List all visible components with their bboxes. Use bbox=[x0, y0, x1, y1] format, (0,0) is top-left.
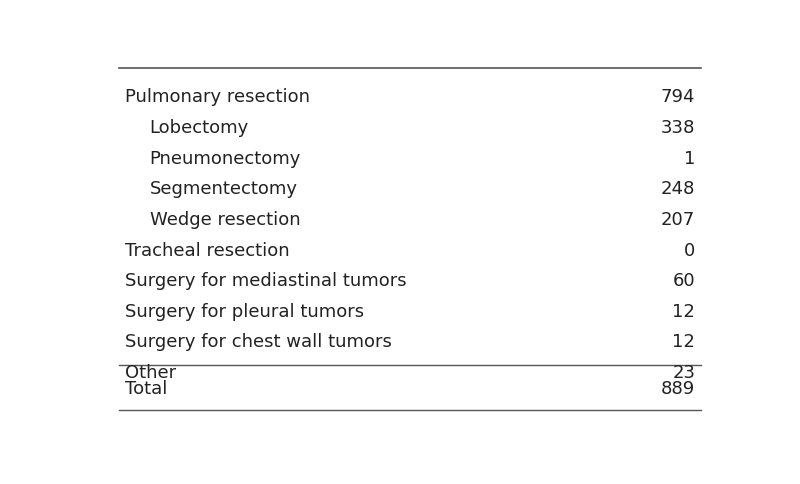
Text: Surgery for pleural tumors: Surgery for pleural tumors bbox=[125, 302, 364, 320]
Text: Surgery for mediastinal tumors: Surgery for mediastinal tumors bbox=[125, 272, 406, 289]
Text: 889: 889 bbox=[661, 379, 695, 397]
Text: 12: 12 bbox=[672, 333, 695, 351]
Text: Total: Total bbox=[125, 379, 167, 397]
Text: Segmentectomy: Segmentectomy bbox=[150, 180, 298, 198]
Text: 0: 0 bbox=[684, 241, 695, 259]
Text: 207: 207 bbox=[661, 211, 695, 228]
Text: 794: 794 bbox=[661, 88, 695, 106]
Text: 338: 338 bbox=[661, 119, 695, 137]
Text: 1: 1 bbox=[684, 150, 695, 167]
Text: 60: 60 bbox=[673, 272, 695, 289]
Text: Pulmonary resection: Pulmonary resection bbox=[125, 88, 310, 106]
Text: Pneumonectomy: Pneumonectomy bbox=[150, 150, 301, 167]
Text: 248: 248 bbox=[661, 180, 695, 198]
Text: Tracheal resection: Tracheal resection bbox=[125, 241, 290, 259]
Text: Other: Other bbox=[125, 363, 176, 381]
Text: 23: 23 bbox=[672, 363, 695, 381]
Text: Lobectomy: Lobectomy bbox=[150, 119, 249, 137]
Text: Wedge resection: Wedge resection bbox=[150, 211, 300, 228]
Text: 12: 12 bbox=[672, 302, 695, 320]
Text: Surgery for chest wall tumors: Surgery for chest wall tumors bbox=[125, 333, 392, 351]
